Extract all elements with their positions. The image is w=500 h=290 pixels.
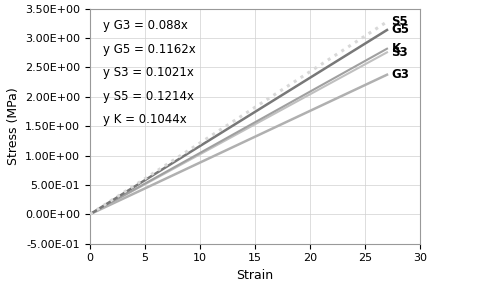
Text: G5: G5 [392,23,409,36]
Text: y G3 = 0.088x: y G3 = 0.088x [103,19,188,32]
Text: y G5 = 0.1162x: y G5 = 0.1162x [103,43,196,56]
Text: K: K [392,42,400,55]
Text: G3: G3 [392,68,409,81]
Text: y S5 = 0.1214x: y S5 = 0.1214x [103,90,194,103]
Y-axis label: Stress (MPa): Stress (MPa) [6,87,20,165]
X-axis label: Strain: Strain [236,269,274,282]
Text: S5: S5 [392,15,408,28]
Text: y K = 0.1044x: y K = 0.1044x [103,113,187,126]
Text: S3: S3 [392,46,408,59]
Text: y S3 = 0.1021x: y S3 = 0.1021x [103,66,194,79]
